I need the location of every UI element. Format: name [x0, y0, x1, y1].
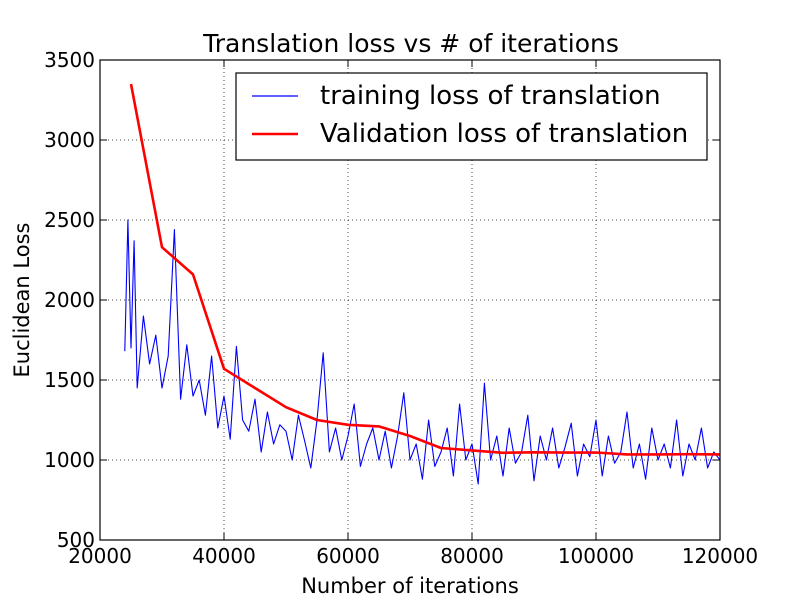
y-tick-label: 1000	[44, 448, 95, 472]
x-tick-label: 100000	[558, 544, 634, 568]
series-layer	[124, 83, 720, 485]
y-tick-label: 2500	[44, 208, 95, 232]
legend: training loss of translation Validation …	[235, 72, 708, 161]
x-tick-label: 80000	[440, 544, 504, 568]
y-tick-label: 500	[57, 528, 95, 552]
x-tick-label: 120000	[682, 544, 758, 568]
y-tick-label: 3500	[44, 48, 95, 72]
chart-title: Translation loss vs # of iterations	[202, 29, 619, 58]
y-tick-label: 3000	[44, 128, 95, 152]
x-tick-label: 40000	[192, 544, 256, 568]
axis-ticks: 20000 40000 60000 80000 100000 120000 500 1000 1…	[44, 48, 758, 568]
y-tick-label: 1500	[44, 368, 95, 392]
x-tick-label: 60000	[316, 544, 380, 568]
x-axis-title: Number of iterations	[301, 574, 519, 598]
y-tick-label: 2000	[44, 288, 95, 312]
legend-box	[235, 72, 708, 161]
y-axis-title: Euclidean Loss	[10, 223, 34, 378]
legend-label-validation: Validation loss of translation	[320, 119, 688, 149]
legend-label-training: training loss of translation	[320, 81, 661, 111]
x-tick-label: 20000	[68, 544, 132, 568]
validation-loss-line	[129, 83, 720, 456]
training-loss-line	[124, 219, 720, 485]
